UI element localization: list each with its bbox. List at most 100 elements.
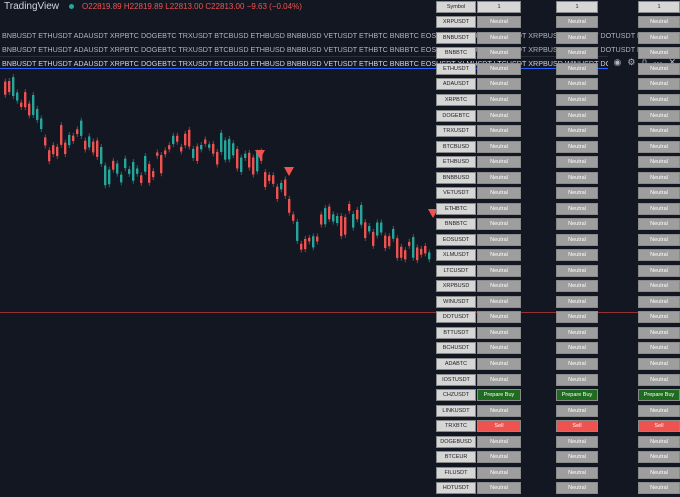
signal-cell: Neutral	[638, 436, 680, 448]
signal-cell: Neutral	[477, 467, 521, 479]
signal-cell: Neutral	[638, 63, 680, 75]
signal-cell: Prepare Buy	[556, 389, 598, 401]
signal-cell: Neutral	[556, 311, 598, 323]
signal-cell: Neutral	[477, 358, 521, 370]
candle-body	[232, 143, 234, 155]
symbol-cell: BNBBTC	[436, 218, 476, 230]
candle-body	[136, 169, 138, 174]
table-row: Neutral	[638, 357, 680, 371]
chart-header: TradingView O22819.89 H22819.89 L22813.0…	[0, 0, 430, 12]
candle-body	[68, 135, 70, 145]
signal-cell: Neutral	[638, 125, 680, 137]
signal-cell: Neutral	[638, 311, 680, 323]
candle-body	[172, 136, 174, 144]
candle-body	[396, 238, 398, 258]
signal-cell: Neutral	[477, 482, 521, 494]
candle-body	[304, 239, 306, 249]
signal-cell: Neutral	[477, 327, 521, 339]
signal-cell: Neutral	[556, 125, 598, 137]
symbol-cell: XRPBUSD	[436, 280, 476, 292]
signal-cell: Neutral	[556, 482, 598, 494]
signal-cell: Neutral	[638, 47, 680, 59]
candle-body	[152, 171, 154, 177]
candle-body	[296, 222, 298, 241]
signal-cell: Neutral	[477, 249, 521, 261]
candle-body	[12, 77, 14, 96]
signal-cell: Neutral	[477, 125, 521, 137]
candle-body	[120, 175, 122, 183]
candle-body	[108, 170, 110, 185]
candle-body	[284, 179, 286, 195]
candle-body	[204, 140, 206, 144]
signal-cell: Neutral	[556, 342, 598, 354]
candle-body	[132, 162, 134, 181]
candle-body	[248, 153, 250, 168]
table-row: Neutral	[638, 202, 680, 216]
symbol-cell: BCHUSDT	[436, 342, 476, 354]
candle-body	[8, 81, 10, 92]
candle-body	[92, 142, 94, 153]
candle-body	[32, 95, 34, 115]
table-header-row: 1	[638, 0, 680, 14]
candle-body	[400, 247, 402, 258]
signal-cell: Neutral	[477, 374, 521, 386]
candle-body	[88, 136, 90, 147]
signal-cell: Neutral	[477, 311, 521, 323]
candle-body	[180, 147, 182, 152]
candle-body	[372, 232, 374, 246]
header-timeframe: 1	[638, 1, 680, 13]
table-row: Neutral	[638, 342, 680, 356]
candle-body	[348, 204, 350, 211]
symbol-cell: DOGEBUSD	[436, 436, 476, 448]
candle-body	[52, 145, 54, 154]
tradingview-logo[interactable]: TradingView	[4, 1, 59, 12]
table-row: Neutral	[638, 233, 680, 247]
symbol-cell: TRXBTC	[436, 420, 476, 432]
signal-cell: Neutral	[556, 436, 598, 448]
header-symbol: Symbol	[436, 1, 476, 13]
candle-body	[380, 222, 382, 232]
signal-cell: Neutral	[556, 16, 598, 28]
symbol-cell: FILUSDT	[436, 467, 476, 479]
candle-body	[40, 119, 42, 130]
candle-body	[64, 143, 66, 154]
candle-body	[280, 183, 282, 189]
candle-body	[112, 161, 114, 170]
signal-cell: Neutral	[477, 436, 521, 448]
signal-cell: Neutral	[477, 234, 521, 246]
signal-cell: Neutral	[638, 32, 680, 44]
signal-cell: Neutral	[556, 280, 598, 292]
candle-body	[356, 210, 358, 219]
candle-body	[44, 137, 46, 145]
candle-body	[388, 236, 390, 246]
table-row: Neutral	[638, 124, 680, 138]
candle-body	[368, 226, 370, 231]
candle-body	[156, 152, 158, 155]
candle-body	[264, 172, 266, 187]
candle-body	[360, 205, 362, 225]
candle-body	[276, 187, 278, 199]
candle-body	[236, 149, 238, 168]
signal-cell: Neutral	[556, 218, 598, 230]
table-row: Neutral	[638, 481, 680, 495]
signal-cell: Neutral	[556, 78, 598, 90]
signal-cell: Neutral	[556, 327, 598, 339]
candle-body	[220, 133, 222, 152]
symbol-cell: BNBUSDT	[436, 32, 476, 44]
high-value: H22819.89	[124, 2, 163, 11]
candle-body	[352, 214, 354, 228]
signal-cell: Sell	[556, 420, 598, 432]
symbol-cell: ETHUSDT	[436, 63, 476, 75]
